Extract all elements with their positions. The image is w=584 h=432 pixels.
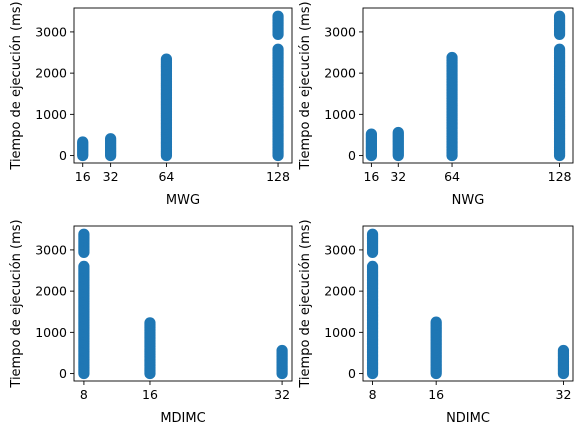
x-tick-label: 64 — [158, 169, 174, 184]
y-axis-label: Tiempo de ejecución (ms) — [9, 219, 24, 388]
x-tick-label: 32 — [556, 387, 572, 402]
y-tick-label: 3000 — [35, 24, 67, 39]
scatter-column-2 — [276, 344, 288, 380]
x-tick-label: 16 — [75, 169, 91, 184]
scatter-point — [77, 149, 89, 162]
scatter-point — [78, 246, 90, 258]
x-tick-label: 16 — [142, 387, 158, 402]
y-tick-label: 0 — [59, 366, 67, 381]
x-tick-label: 8 — [80, 387, 88, 402]
y-tick-label: 3000 — [324, 24, 356, 39]
y-axis-label: Tiempo de ejecución (ms) — [298, 219, 313, 388]
subplot-2: 16 32 64 128 0 1000 2000 3000 NWG Tiempo de ejecu… — [298, 1, 574, 208]
y-axis-label: Tiempo de ejecución (ms) — [298, 1, 313, 170]
scatter-point — [272, 149, 284, 162]
scatter-point — [430, 367, 442, 380]
scatter-point — [276, 367, 288, 380]
axes-frame — [362, 7, 574, 164]
subplot-1: 16 32 64 128 0 1000 2000 3000 MWG Tiempo de ejecu… — [9, 1, 293, 208]
x-tick-label: 32 — [103, 169, 119, 184]
x-tick-label: 8 — [369, 387, 377, 402]
subplot-3: 8 16 32 0 1000 2000 3000 MDIMC Tiempo de ejecuci… — [9, 219, 293, 426]
scatter-column-2 — [160, 53, 173, 162]
y-tick-label: 0 — [348, 148, 356, 163]
y-tick-label: 2000 — [324, 284, 356, 299]
scatter-column-1 — [430, 316, 442, 380]
y-tick-label: 1000 — [324, 107, 356, 122]
scatter-column-1 — [392, 126, 404, 162]
scatter-column-3 — [553, 10, 566, 162]
y-tick-label: 3000 — [35, 242, 67, 257]
y-tick-label: 2000 — [35, 66, 67, 81]
x-axis-label: NDIMC — [446, 411, 490, 426]
x-axis-label: NWG — [452, 193, 485, 208]
scatter-point — [557, 367, 570, 380]
scatter-column-3 — [272, 10, 284, 162]
scatter-column-0 — [77, 136, 89, 162]
y-tick-label: 1000 — [35, 325, 67, 340]
scatter-point — [553, 149, 566, 162]
scatter-point — [365, 149, 377, 162]
scatter-column-0 — [78, 228, 90, 380]
x-tick-label: 16 — [363, 169, 379, 184]
scatter-point — [366, 367, 379, 380]
subplot-4: 8 16 32 0 1000 2000 3000 NDIMC Tiempo de ejecuci… — [298, 219, 574, 426]
scatter-point — [144, 367, 156, 380]
y-tick-label: 0 — [348, 366, 356, 381]
x-tick-label: 32 — [274, 387, 290, 402]
scatter-column-1 — [105, 133, 117, 162]
scatter-point — [553, 28, 566, 40]
scatter-point — [366, 246, 379, 258]
scatter-point — [272, 28, 284, 40]
x-axis-label: MWG — [166, 193, 200, 208]
scatter-column-1 — [144, 317, 156, 380]
y-tick-label: 1000 — [324, 325, 356, 340]
y-tick-label: 2000 — [35, 284, 67, 299]
x-tick-label: 32 — [390, 169, 406, 184]
y-tick-label: 1000 — [35, 107, 67, 122]
x-tick-label: 64 — [444, 169, 460, 184]
scatter-point — [392, 149, 404, 162]
scatter-column-2 — [557, 344, 570, 380]
y-tick-label: 3000 — [324, 242, 356, 257]
axes-frame — [73, 225, 293, 382]
y-tick-label: 0 — [59, 148, 67, 163]
scatter-point — [78, 367, 90, 380]
x-tick-label: 128 — [266, 169, 290, 184]
y-axis-label: Tiempo de ejecución (ms) — [9, 1, 24, 170]
x-axis-label: MDIMC — [160, 411, 205, 426]
x-tick-label: 128 — [548, 169, 572, 184]
scatter-point — [160, 149, 173, 162]
axes-frame — [362, 225, 574, 382]
scatter-column-2 — [446, 51, 458, 162]
axes-frame — [73, 7, 293, 164]
y-tick-label: 2000 — [324, 66, 356, 81]
scatter-point — [105, 149, 117, 162]
scatter-column-0 — [365, 128, 377, 162]
scatter-point — [446, 149, 458, 162]
scatter-column-0 — [366, 228, 379, 380]
x-tick-label: 16 — [428, 387, 444, 402]
